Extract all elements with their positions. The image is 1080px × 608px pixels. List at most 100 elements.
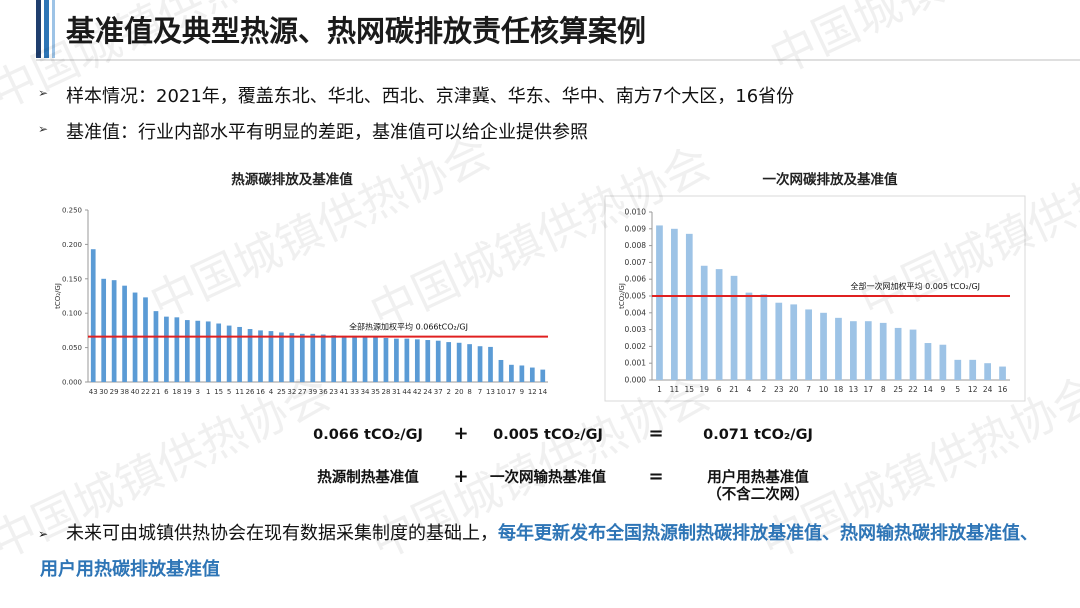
x-tick-label: 3 bbox=[196, 388, 200, 396]
bar bbox=[671, 228, 678, 380]
bar bbox=[529, 367, 535, 382]
x-tick-label: 5 bbox=[955, 385, 960, 394]
bar bbox=[310, 333, 316, 382]
x-tick-label: 21 bbox=[729, 385, 739, 394]
x-tick-label: 31 bbox=[392, 388, 401, 396]
bar bbox=[519, 365, 525, 382]
conclusion-highlight: 每年更新发布全国热源制热碳排放基准值、热网输热碳排放基准值、用户用热碳排放基准值 bbox=[40, 523, 1038, 580]
x-tick-label: 12 bbox=[528, 388, 537, 396]
y-tick-label: 0.000 bbox=[625, 376, 647, 385]
conclusion: ➢ 未来可由城镇供热协会在现有数据采集制度的基础上，每年更新发布全国热源制热碳排放… bbox=[38, 516, 1040, 588]
bar bbox=[969, 359, 977, 380]
y-tick-label: 0.007 bbox=[625, 258, 647, 267]
formula-item: + bbox=[453, 466, 468, 487]
x-tick-label: 25 bbox=[277, 388, 286, 396]
x-tick-label: 10 bbox=[819, 385, 829, 394]
x-tick-label: 2 bbox=[761, 385, 766, 394]
bar bbox=[247, 329, 253, 382]
formula-item: 0.071 tCO₂/GJ bbox=[703, 427, 813, 443]
x-tick-label: 21 bbox=[151, 388, 160, 396]
bullet-text: 基准值：行业内部水平有明显的差距，基准值可以给企业提供参照 bbox=[66, 122, 588, 143]
bar bbox=[909, 329, 917, 380]
y-tick-label: 0.000 bbox=[62, 379, 82, 387]
x-tick-label: 14 bbox=[923, 385, 933, 394]
x-tick-label: 36 bbox=[319, 388, 328, 396]
x-tick-label: 41 bbox=[340, 388, 349, 396]
x-tick-label: 16 bbox=[998, 385, 1008, 394]
bar bbox=[820, 312, 827, 380]
bar bbox=[446, 342, 452, 382]
bar bbox=[745, 292, 753, 380]
bar bbox=[879, 322, 887, 380]
bar bbox=[195, 320, 201, 382]
x-tick-label: 6 bbox=[717, 385, 722, 394]
bar bbox=[331, 335, 337, 382]
y-tick-label: 0.008 bbox=[625, 241, 647, 250]
y-tick-label: 0.150 bbox=[62, 275, 82, 283]
bar bbox=[790, 304, 798, 380]
x-tick-label: 44 bbox=[402, 388, 411, 396]
bar bbox=[153, 311, 159, 382]
x-tick-label: 11 bbox=[670, 385, 680, 394]
bar bbox=[685, 233, 693, 380]
y-tick-label: 0.001 bbox=[625, 359, 647, 368]
x-tick-label: 28 bbox=[381, 388, 390, 396]
bullet: 基准值：行业内部水平有明显的差距，基准值可以给企业提供参照 bbox=[38, 118, 588, 144]
x-tick-label: 38 bbox=[120, 388, 129, 396]
x-tick-label: 4 bbox=[747, 385, 752, 394]
x-tick-label: 20 bbox=[455, 388, 464, 396]
x-tick-label: 2 bbox=[446, 388, 450, 396]
bar bbox=[939, 344, 947, 380]
chart-title: 热源碳排放及基准值 bbox=[231, 171, 353, 188]
bar bbox=[425, 340, 431, 382]
conclusion-text: 未来可由城镇供热协会在现有数据采集制度的基础上， bbox=[66, 523, 498, 544]
x-tick-label: 7 bbox=[806, 385, 811, 394]
bar bbox=[299, 333, 305, 382]
bar bbox=[894, 327, 902, 380]
x-tick-label: 15 bbox=[214, 388, 223, 396]
stripe bbox=[44, 0, 49, 58]
y-tick-label: 0.050 bbox=[62, 344, 82, 352]
reference-label: 全部一次网加权平均 0.005 tCO₂/GJ bbox=[851, 281, 980, 291]
y-tick-label: 0.002 bbox=[625, 342, 647, 351]
bar bbox=[279, 332, 284, 382]
x-tick-label: 1 bbox=[657, 385, 662, 394]
x-tick-label: 22 bbox=[908, 385, 918, 394]
stripe bbox=[36, 0, 41, 58]
bar bbox=[164, 316, 169, 382]
x-tick-label: 37 bbox=[434, 388, 443, 396]
formula-item: 0.005 tCO₂/GJ bbox=[493, 427, 603, 443]
bar bbox=[835, 317, 842, 380]
x-tick-label: 29 bbox=[110, 388, 119, 396]
bar bbox=[258, 330, 263, 382]
formula-item: 0.066 tCO₂/GJ bbox=[313, 427, 423, 443]
x-tick-label: 8 bbox=[881, 385, 886, 394]
bar bbox=[404, 338, 410, 382]
bar bbox=[805, 309, 812, 380]
bar bbox=[775, 302, 783, 380]
bar bbox=[383, 337, 389, 382]
x-tick-label: 5 bbox=[227, 388, 231, 396]
bar bbox=[414, 339, 420, 382]
formula-item: 一次网输热基准值 bbox=[490, 468, 606, 486]
bar bbox=[509, 364, 514, 382]
x-tick-label: 10 bbox=[496, 388, 505, 396]
bar bbox=[184, 320, 190, 382]
y-axis-label: tCO₂/GJ bbox=[54, 283, 62, 309]
x-tick-label: 27 bbox=[298, 388, 307, 396]
formula-item: = bbox=[648, 423, 663, 444]
x-tick-label: 13 bbox=[849, 385, 859, 394]
formula-item: = bbox=[648, 466, 663, 487]
y-tick-label: 0.100 bbox=[62, 310, 82, 318]
bar bbox=[467, 344, 472, 382]
y-tick-label: 0.200 bbox=[62, 241, 82, 249]
bar bbox=[715, 269, 723, 380]
bar bbox=[320, 334, 326, 382]
x-tick-label: 8 bbox=[467, 388, 471, 396]
x-tick-label: 18 bbox=[172, 388, 181, 396]
y-tick-label: 0.010 bbox=[625, 208, 647, 217]
bar bbox=[143, 297, 148, 382]
bar bbox=[268, 331, 274, 382]
